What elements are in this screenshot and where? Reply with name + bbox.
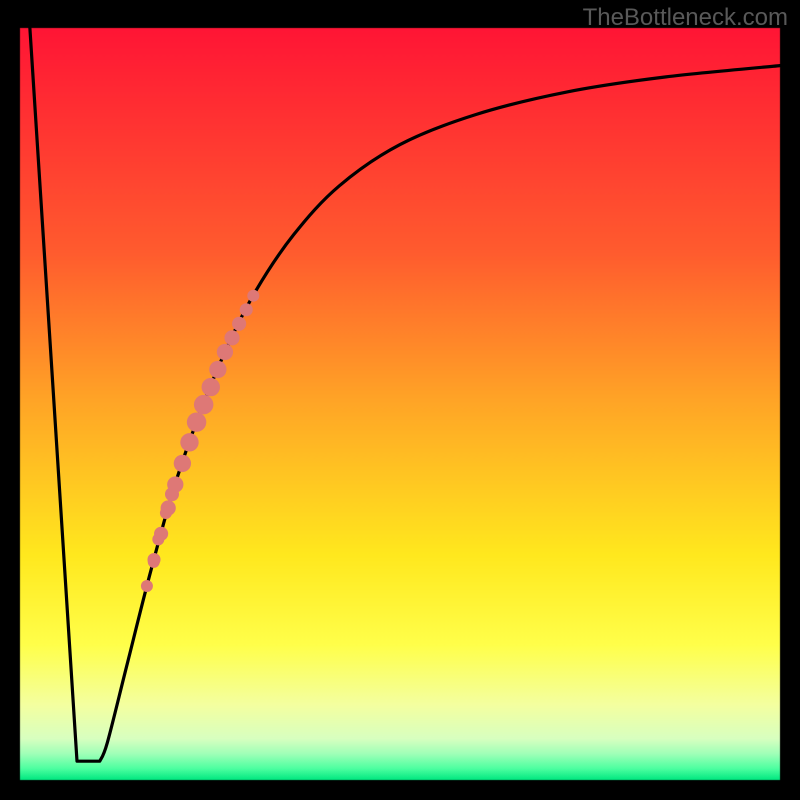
gradient-background-canvas (0, 0, 800, 800)
chart-root: TheBottleneck.com (0, 0, 800, 800)
watermark-text: TheBottleneck.com (583, 4, 788, 32)
